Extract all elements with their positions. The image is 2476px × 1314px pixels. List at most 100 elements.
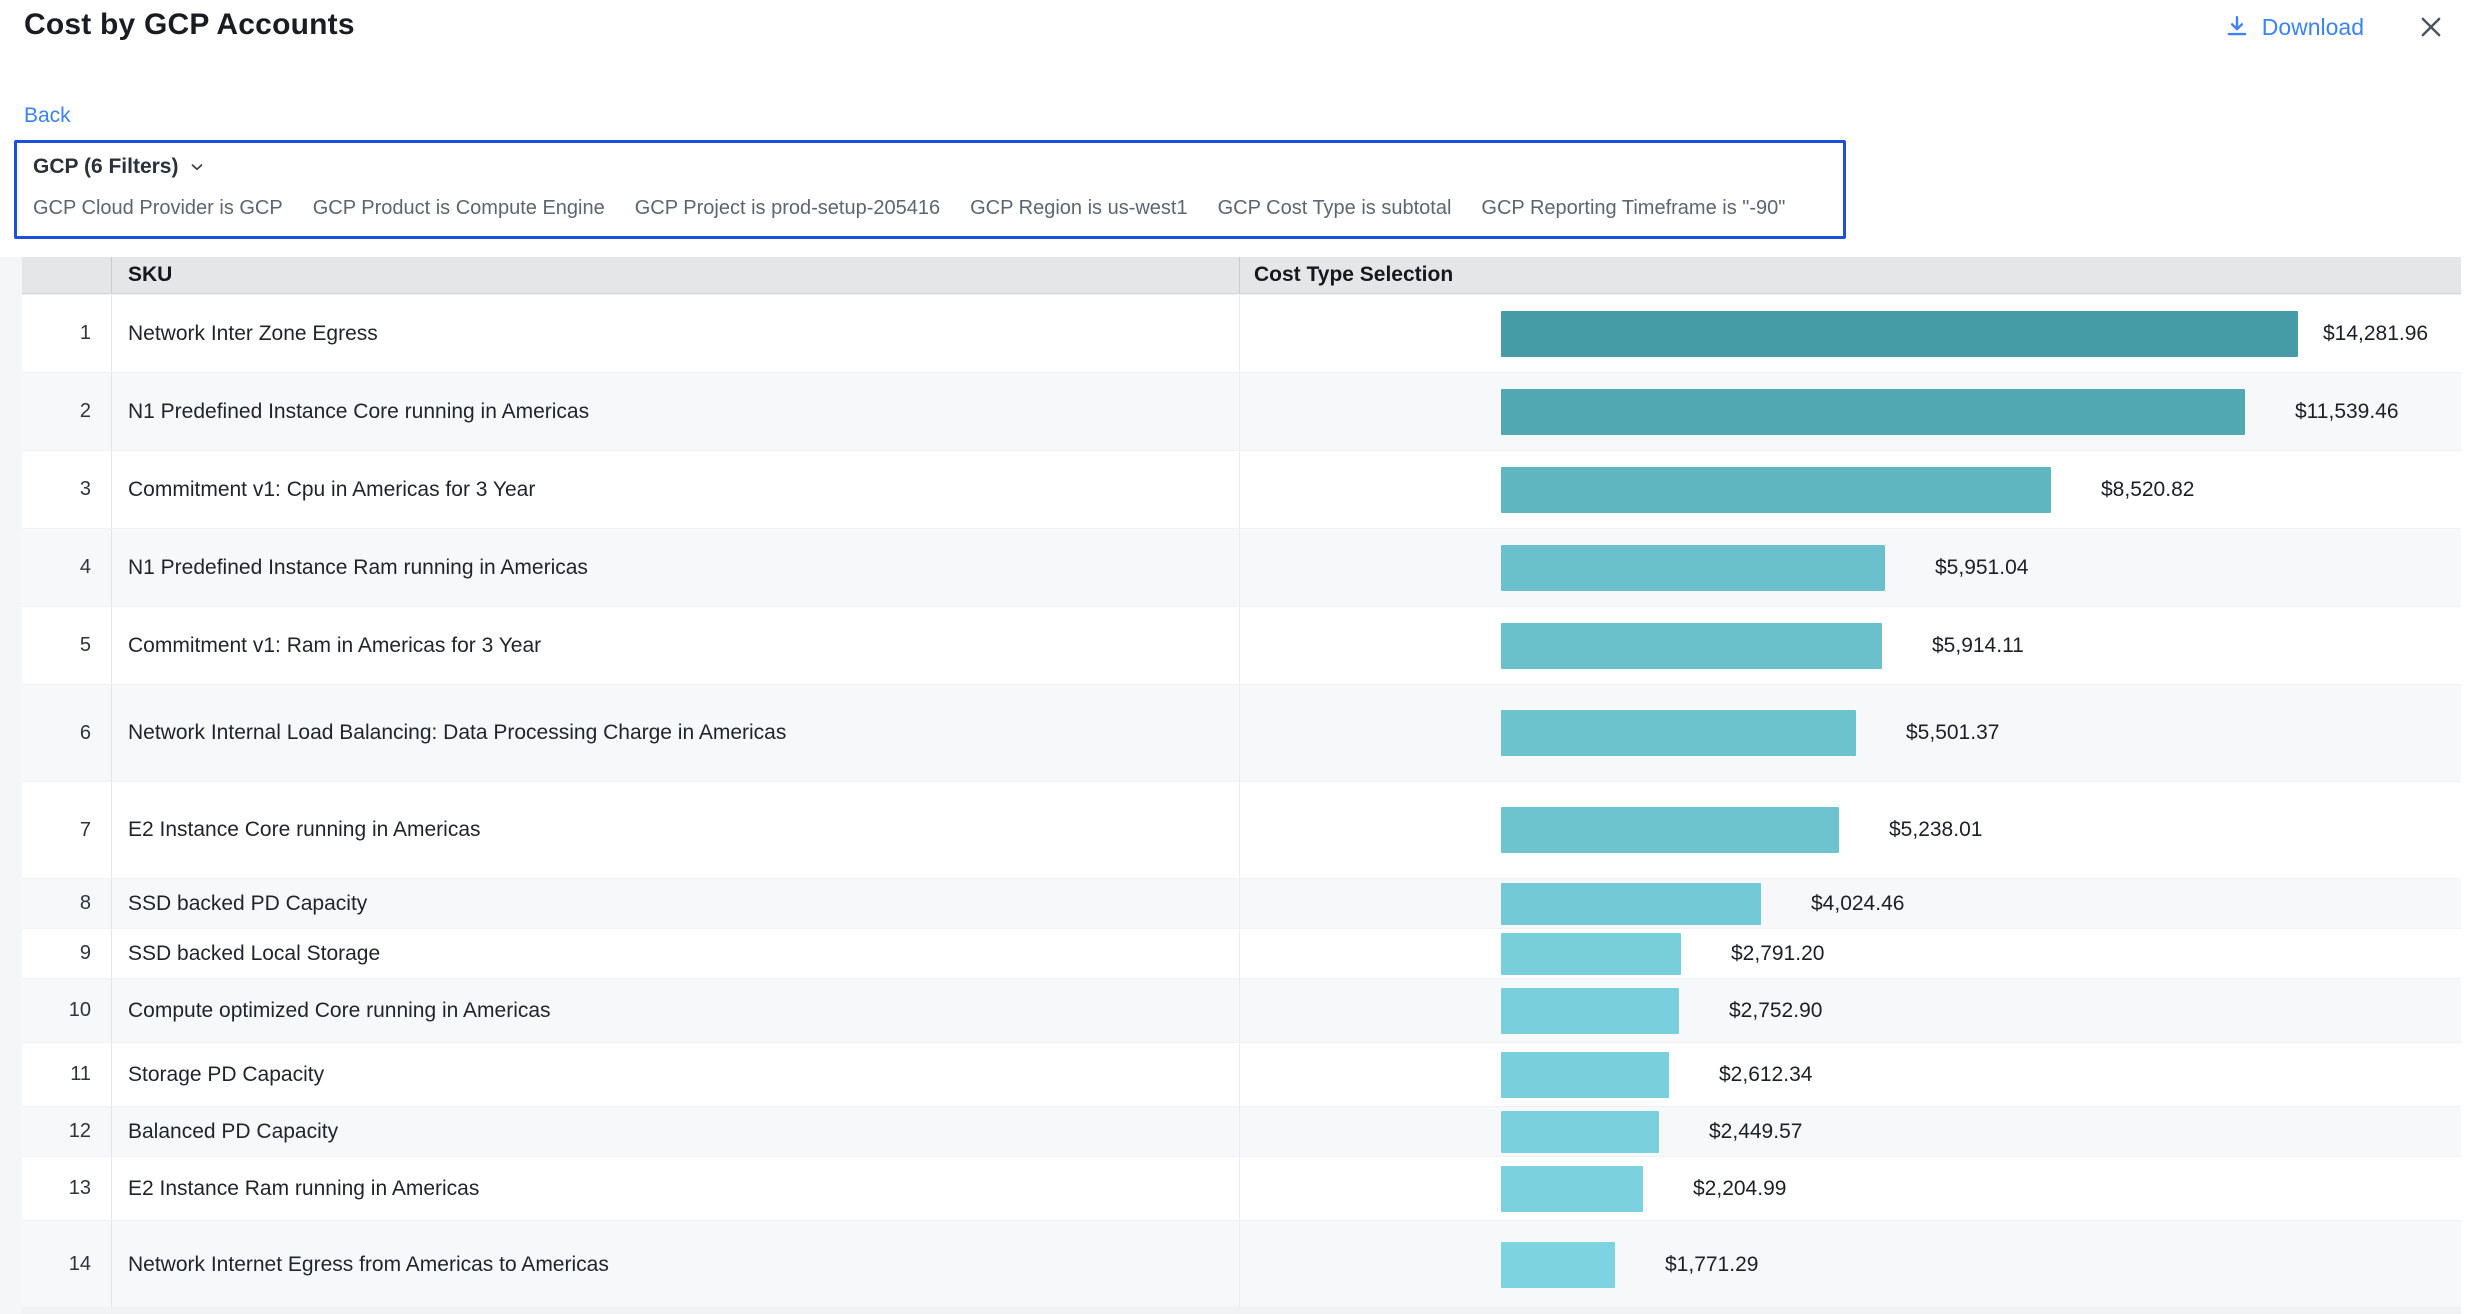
sku-cell: Compute optimized Core running in Americ… — [112, 979, 1240, 1042]
cost-value-label: $11,539.46 — [2295, 399, 2399, 423]
cost-bar — [1501, 622, 1882, 669]
cost-value-label: $5,501.37 — [1906, 721, 2000, 744]
cost-bar — [1501, 1241, 1615, 1288]
cost-bar-cell: $5,238.01 — [1240, 782, 2461, 878]
sku-cell: N1 Predefined Instance Core running in A… — [112, 373, 1240, 450]
cost-bar-cell: $2,449.57 — [1240, 1107, 2461, 1156]
cost-value-label: $5,951.04 — [1935, 555, 2029, 579]
cost-bar — [1501, 882, 1761, 925]
header-sku-column[interactable]: SKU — [112, 257, 1240, 293]
filter-summary-label: GCP (6 Filters) — [33, 155, 179, 178]
left-gutter — [0, 257, 22, 1314]
sku-cell: Balanced PD Capacity — [112, 1107, 1240, 1156]
cost-value-label: $2,612.34 — [1719, 1062, 1813, 1086]
cost-bar — [1501, 710, 1856, 756]
sku-cell: Commitment v1: Cpu in Americas for 3 Yea… — [112, 451, 1240, 528]
cost-table: SKU Cost Type Selection 1 Network Inter Z… — [22, 257, 2461, 1308]
cost-bar — [1501, 1165, 1643, 1212]
row-number: 6 — [22, 685, 112, 781]
header-cost-type-column[interactable]: Cost Type Selection — [1254, 263, 1454, 286]
cost-value-label: $2,204.99 — [1693, 1176, 1787, 1200]
table-body: 1 Network Inter Zone Egress $14,281.96 2 N1 … — [22, 294, 2461, 1308]
cost-bar-cell: $2,752.90 — [1240, 979, 2461, 1042]
cost-bar-cell: $1,771.29 — [1240, 1221, 2461, 1308]
cost-bar — [1501, 932, 1681, 975]
cost-bar — [1501, 388, 2245, 435]
filter-chip: GCP Product is Compute Engine — [312, 197, 605, 219]
table-row[interactable]: 8 SSD backed PD Capacity $4,024.46 — [22, 878, 2461, 928]
close-icon — [2417, 13, 2445, 41]
sku-cell: Commitment v1: Ram in Americas for 3 Yea… — [112, 607, 1240, 684]
filter-chip: GCP Reporting Timeframe is "-90" — [1481, 197, 1786, 219]
table-row[interactable]: 6 Network Internal Load Balancing: Data P… — [22, 684, 2461, 781]
table-row[interactable]: 5 Commitment v1: Ram in Americas for 3 Ye… — [22, 606, 2461, 684]
download-icon — [2224, 14, 2250, 40]
table-row[interactable]: 3 Commitment v1: Cpu in Americas for 3 Ye… — [22, 450, 2461, 528]
row-number: 3 — [22, 451, 112, 528]
table-row[interactable]: 4 N1 Predefined Instance Ram running in A… — [22, 528, 2461, 606]
table-header-row: SKU Cost Type Selection — [22, 257, 2461, 294]
cost-bar-cell: $2,612.34 — [1240, 1043, 2461, 1106]
sku-cell: E2 Instance Core running in Americas — [112, 782, 1240, 878]
header-actions: Download — [2224, 12, 2446, 42]
row-number: 12 — [22, 1107, 112, 1156]
sku-cell: SSD backed Local Storage — [112, 929, 1240, 978]
next-row-edge — [22, 1307, 2461, 1314]
filter-summary-toggle[interactable]: GCP (6 Filters) — [33, 155, 206, 179]
cost-bar-cell: $14,281.96 — [1240, 295, 2461, 372]
sku-cell: Network Internal Load Balancing: Data Pr… — [112, 685, 1240, 781]
table-row[interactable]: 13 E2 Instance Ram running in Americas $2,… — [22, 1156, 2461, 1220]
cost-value-label: $14,281.96 — [2323, 321, 2429, 345]
cost-value-label: $2,791.20 — [1731, 941, 1825, 965]
row-number: 1 — [22, 295, 112, 372]
table-row[interactable]: 7 E2 Instance Core running in Americas $5,… — [22, 781, 2461, 878]
download-label: Download — [2261, 13, 2364, 40]
sku-cell: Storage PD Capacity — [112, 1043, 1240, 1106]
table-row[interactable]: 10 Compute optimized Core running in Amer… — [22, 978, 2461, 1042]
row-number: 10 — [22, 979, 112, 1042]
sku-cell: Network Inter Zone Egress — [112, 295, 1240, 372]
filter-chip: GCP Cost Type is subtotal — [1217, 197, 1452, 219]
close-button[interactable] — [2416, 12, 2446, 42]
filter-chip: GCP Project is prod-setup-205416 — [634, 197, 941, 219]
row-number: 4 — [22, 529, 112, 606]
cost-value-label: $2,752.90 — [1729, 998, 1823, 1022]
row-number: 2 — [22, 373, 112, 450]
table-row[interactable]: 1 Network Inter Zone Egress $14,281.96 — [22, 294, 2461, 372]
table-row[interactable]: 12 Balanced PD Capacity $2,449.57 — [22, 1106, 2461, 1156]
cost-value-label: $2,449.57 — [1709, 1119, 1803, 1143]
header-row-number-column — [22, 257, 112, 293]
table-row[interactable]: 14 Network Internet Egress from Americas … — [22, 1220, 2461, 1308]
table-row[interactable]: 9 SSD backed Local Storage $2,791.20 — [22, 928, 2461, 978]
cost-bar — [1501, 1051, 1669, 1098]
row-number: 14 — [22, 1221, 112, 1308]
cost-bar-cell: $2,791.20 — [1240, 929, 2461, 978]
download-button[interactable]: Download — [2224, 14, 2364, 41]
back-link[interactable]: Back — [24, 104, 71, 127]
sku-cell: N1 Predefined Instance Ram running in Am… — [112, 529, 1240, 606]
cost-bar-cell: $5,501.37 — [1240, 685, 2461, 781]
cost-value-label: $1,771.29 — [1665, 1252, 1759, 1276]
cost-bar-cell: $2,204.99 — [1240, 1157, 2461, 1220]
row-number: 9 — [22, 929, 112, 978]
row-number: 8 — [22, 879, 112, 928]
filter-chip: GCP Region is us-west1 — [970, 197, 1188, 219]
table-row[interactable]: 2 N1 Predefined Instance Core running in … — [22, 372, 2461, 450]
cost-bar — [1501, 807, 1839, 853]
row-number: 13 — [22, 1157, 112, 1220]
cost-value-label: $4,024.46 — [1811, 891, 1905, 915]
row-number: 5 — [22, 607, 112, 684]
cost-value-label: $5,238.01 — [1889, 818, 1983, 841]
cost-bar — [1501, 987, 1679, 1034]
table-row[interactable]: 11 Storage PD Capacity $2,612.34 — [22, 1042, 2461, 1106]
filter-chip-list: GCP Cloud Provider is GCP GCP Product is … — [33, 197, 1827, 220]
row-number: 11 — [22, 1043, 112, 1106]
cost-bar-cell: $5,951.04 — [1240, 529, 2461, 606]
cost-value-label: $5,914.11 — [1932, 633, 2024, 657]
cost-bar — [1501, 1110, 1659, 1153]
page-title: Cost by GCP Accounts — [24, 8, 355, 41]
sku-cell: E2 Instance Ram running in Americas — [112, 1157, 1240, 1220]
cost-bar-cell: $4,024.46 — [1240, 879, 2461, 928]
sku-cell: SSD backed PD Capacity — [112, 879, 1240, 928]
filter-panel: GCP (6 Filters) GCP Cloud Provider is GC… — [14, 140, 1846, 239]
